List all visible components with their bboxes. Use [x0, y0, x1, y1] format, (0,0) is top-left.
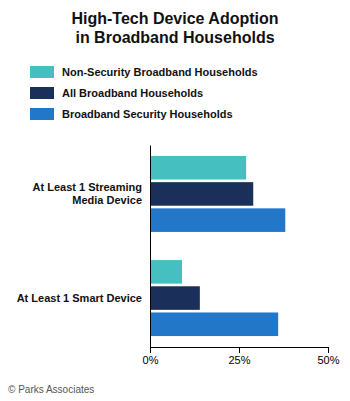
- text-line: High-Tech Device Adoption: [71, 10, 278, 27]
- x-axis: 0% 25% 50%: [143, 347, 340, 366]
- x-tick-mark: [239, 347, 240, 353]
- bar: [150, 286, 200, 310]
- bar: [150, 156, 246, 180]
- text-line: Media Device: [72, 194, 142, 206]
- bars: [150, 156, 285, 336]
- x-tick-mark: [150, 347, 151, 353]
- category-label: At Least 1 Smart Device: [17, 292, 142, 304]
- legend-label: Non-Security Broadband Households: [62, 66, 258, 78]
- legend: Non-Security Broadband Households All Bro…: [30, 66, 258, 120]
- x-tick: 0%: [143, 347, 159, 366]
- x-tick-label: 50%: [317, 354, 339, 366]
- bar: [150, 312, 278, 336]
- bar: [150, 208, 285, 232]
- legend-swatch: [30, 108, 54, 120]
- y-axis: At Least 1 StreamingMedia DeviceAt Least…: [17, 146, 151, 348]
- title: High-Tech Device Adoption in Broadband Ho…: [71, 10, 278, 46]
- x-tick: 50%: [317, 347, 339, 366]
- y-tick: At Least 1 Smart Device: [17, 292, 150, 304]
- x-tick: 25%: [228, 347, 250, 366]
- bar: [150, 182, 253, 206]
- x-tick-label: 0%: [143, 354, 159, 366]
- x-axis-domain: [151, 348, 329, 354]
- y-tick: At Least 1 StreamingMedia Device: [33, 181, 150, 206]
- legend-label: All Broadband Households: [62, 87, 203, 99]
- category-label: At Least 1 StreamingMedia Device: [33, 181, 142, 206]
- x-tick-label: 25%: [228, 354, 250, 366]
- legend-label: Broadband Security Households: [62, 108, 233, 120]
- bar: [150, 260, 182, 284]
- chart: High-Tech Device Adoption in Broadband Ho…: [0, 0, 350, 401]
- text-line: At Least 1 Streaming: [33, 181, 142, 193]
- legend-swatch: [30, 87, 54, 99]
- y-axis-domain: [150, 146, 151, 348]
- footnote: © Parks Associates: [8, 384, 94, 395]
- text-line: At Least 1 Smart Device: [17, 292, 142, 304]
- legend-swatch: [30, 66, 54, 78]
- text-line: in Broadband Households: [75, 29, 274, 46]
- x-tick-mark: [328, 347, 329, 353]
